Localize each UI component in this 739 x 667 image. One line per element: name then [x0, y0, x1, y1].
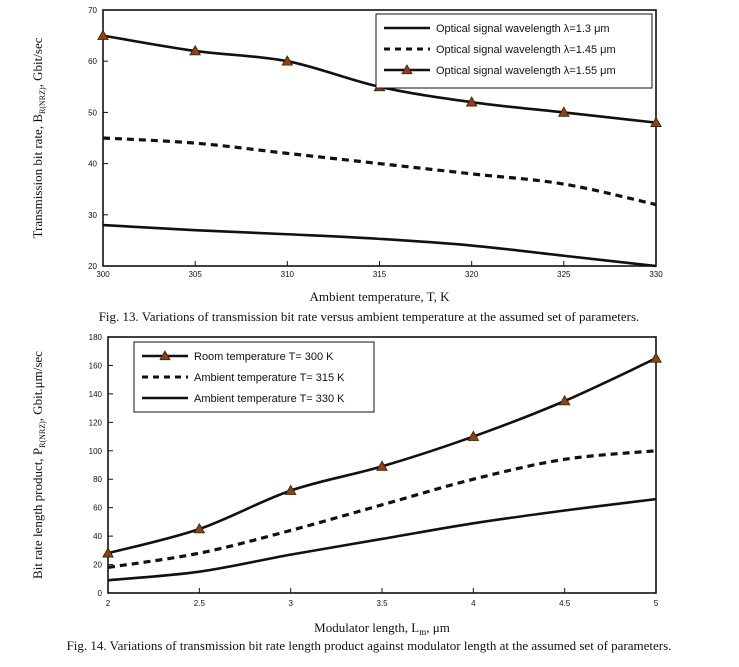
x-tick-label: 310 — [281, 270, 295, 279]
y-tick-label: 50 — [88, 108, 97, 117]
y-axis-title-tail: , Gbit/sec — [30, 37, 45, 87]
y-tick-label: 120 — [89, 418, 103, 427]
x-tick-label: 5 — [654, 599, 659, 608]
x-axis-title-tail: , μm — [426, 620, 450, 635]
x-tick-label: 325 — [557, 270, 571, 279]
series-marker-2 — [281, 55, 294, 66]
y-axis-title-sub: R(NRZ) — [38, 87, 47, 114]
series-marker-0 — [102, 547, 114, 558]
y-axis-title: Transmission bit rate, BR(NRZ), Gbit/sec — [30, 37, 47, 238]
y-tick-label: 160 — [89, 361, 103, 370]
legend-marker-0 — [159, 350, 171, 361]
x-axis-title-main: Modulator length, L — [314, 620, 419, 635]
y-tick-label: 100 — [89, 447, 103, 456]
chart-fig14: 2 2.5 3 3.5 4 4.5 5 0 20 40 60 80 100 120 140 160 180 Roo… — [30, 333, 671, 653]
y-tick-label: 40 — [88, 160, 97, 169]
series-line-1 — [107, 449, 657, 569]
x-tick-label: 3.5 — [376, 599, 388, 608]
series-line-2 — [107, 497, 657, 582]
legend-label-2: Ambient temperature T= 330 K — [194, 393, 345, 405]
series-marker-2 — [465, 96, 478, 107]
x-tick-label: 3 — [288, 599, 293, 608]
series-marker-2 — [650, 116, 662, 127]
y-tick-label: 180 — [89, 333, 103, 342]
figure-caption: Fig. 14. Variations of transmission bit … — [67, 638, 672, 653]
legend-label-0: Room temperature T= 300 K — [194, 351, 334, 363]
x-tick-label: 2.5 — [194, 599, 206, 608]
legend-marker-2 — [401, 64, 413, 75]
series-marker-2 — [557, 106, 570, 117]
series-marker-2 — [97, 29, 109, 40]
y-tick-label: 0 — [98, 589, 103, 598]
series-marker-0 — [284, 484, 297, 495]
series-marker-0 — [193, 522, 206, 534]
series-line-0 — [102, 223, 657, 268]
legend-box — [133, 341, 375, 413]
x-axis-title: Modulator length, Lm, μm — [314, 620, 450, 637]
series-line-1 — [102, 136, 657, 207]
y-tick-label: 30 — [88, 211, 97, 220]
x-axis-title: Ambient temperature, T, K — [310, 289, 451, 304]
y-tick-label: 20 — [93, 561, 102, 570]
y-tick-label: 60 — [93, 504, 102, 513]
x-tick-label: 320 — [465, 270, 479, 279]
series-marker-0 — [650, 352, 662, 363]
series-marker-0 — [376, 460, 388, 471]
y-tick-label: 60 — [88, 57, 97, 66]
x-tick-label: 305 — [188, 270, 202, 279]
y-tick-label: 70 — [88, 6, 97, 15]
figure-caption: Fig. 13. Variations of transmission bit … — [99, 309, 640, 324]
legend-box — [375, 13, 653, 89]
y-axis-title-main: Bit rate length product, P — [30, 448, 45, 579]
x-tick-label: 4.5 — [559, 599, 571, 608]
series-marker-2 — [189, 44, 202, 56]
chart-fig13: 300 305 310 315 320 325 330 20 30 40 50 60 70 Optical… — [30, 6, 663, 324]
y-axis-title-main: Transmission bit rate, B — [30, 114, 45, 239]
x-tick-label: 300 — [96, 270, 110, 279]
y-tick-label: 80 — [93, 475, 102, 484]
y-tick-label: 20 — [88, 262, 97, 271]
legend-label-2: Optical signal wavelength λ=1.55 μm — [436, 65, 616, 77]
y-axis-title-tail: , Gbit.μm/sec — [30, 351, 45, 421]
series-marker-0 — [558, 394, 571, 406]
y-axis-title: Bit rate length product, PR(NRZ), Gbit.μ… — [30, 351, 47, 579]
legend-label-1: Optical signal wavelength λ=1.45 μm — [436, 44, 616, 56]
x-axis-title-main: Ambient temperature, T, K — [310, 289, 451, 304]
x-tick-label: 315 — [373, 270, 387, 279]
x-tick-label: 4 — [471, 599, 476, 608]
x-tick-label: 330 — [649, 270, 663, 279]
y-axis-title-sub: R(NRZ) — [38, 421, 47, 448]
series-marker-0 — [467, 430, 480, 441]
x-tick-label: 2 — [106, 599, 111, 608]
y-tick-label: 40 — [93, 532, 102, 541]
legend-label-0: Optical signal wavelength λ=1.3 μm — [436, 23, 610, 35]
legend-label-1: Ambient temperature T= 315 K — [194, 372, 345, 384]
y-tick-label: 140 — [89, 390, 103, 399]
x-axis-title-sub: m — [419, 627, 426, 637]
